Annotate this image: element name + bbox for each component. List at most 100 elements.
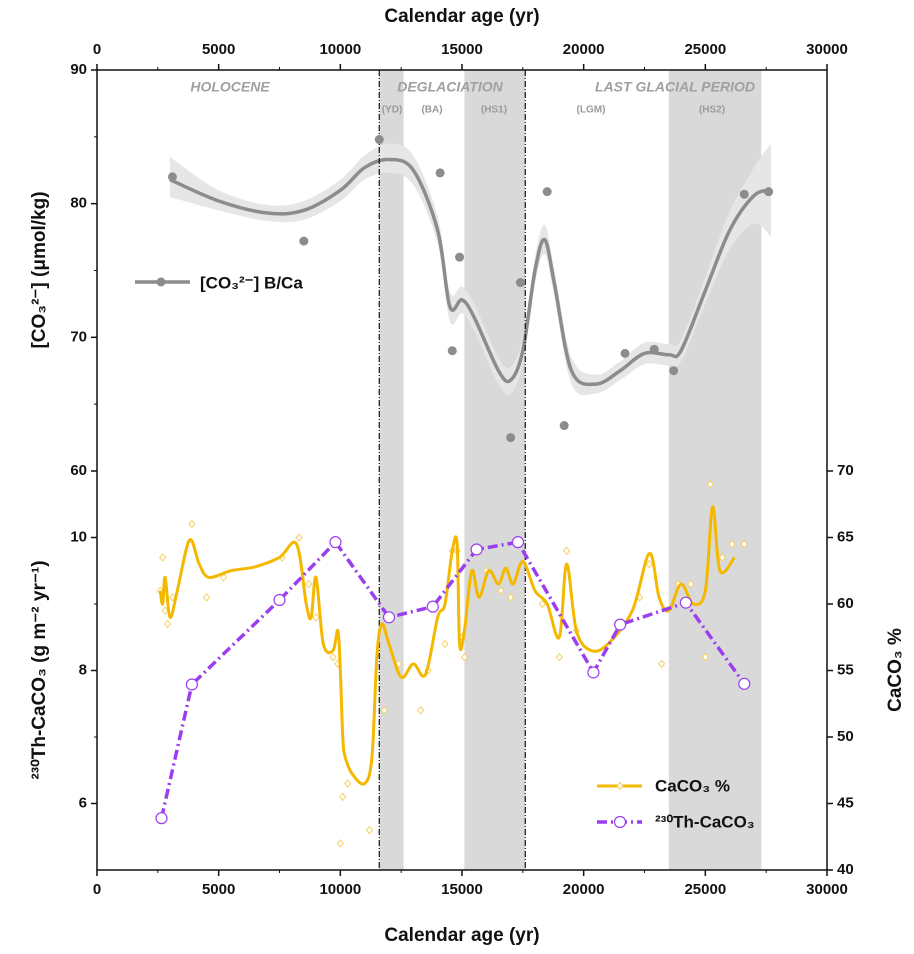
- legend-label: [CO₃²⁻] B/Ca: [200, 273, 303, 292]
- legend-marker: [613, 815, 627, 829]
- th-point: [470, 543, 483, 556]
- caco3-point: [163, 619, 172, 629]
- caco3-point: [339, 792, 347, 802]
- th-point: [185, 678, 198, 691]
- co3-point: [542, 187, 552, 197]
- annotation: (LGM): [577, 105, 606, 116]
- lower-y-label: ²³⁰Th-CaCO₃ (g m⁻² yr⁻¹): [29, 560, 50, 779]
- period-band: [379, 70, 404, 870]
- y-tick-label: 90: [70, 61, 87, 78]
- th-line: [159, 539, 746, 819]
- caco3-point: [645, 559, 654, 569]
- y-tick-label: 50: [837, 728, 854, 745]
- caco3-point: [295, 533, 303, 542]
- caco3-point: [555, 652, 563, 662]
- th-point: [329, 536, 342, 549]
- x-tick-label: 0: [93, 41, 101, 58]
- period-band: [464, 70, 526, 870]
- y-tick-label: 65: [837, 528, 854, 545]
- co3-point: [515, 278, 525, 288]
- legend-label: ²³⁰Th-CaCO₃: [655, 812, 755, 831]
- y-tick-label: 8: [79, 661, 87, 678]
- co3-point: [435, 168, 445, 178]
- y-tick-label: 70: [70, 328, 87, 345]
- th-point: [426, 600, 439, 613]
- x-tick-label: 30000: [806, 41, 848, 58]
- caco3-point: [380, 706, 388, 715]
- th-point: [273, 593, 286, 607]
- co3-point: [447, 346, 457, 356]
- caco3-point: [507, 593, 515, 602]
- co3-point: [455, 252, 465, 262]
- caco3-point: [365, 825, 374, 835]
- y-tick-label: 10: [70, 528, 87, 545]
- th-point: [382, 611, 396, 624]
- annotation: LAST GLACIAL PERIOD: [595, 79, 755, 95]
- caco3-point: [706, 480, 714, 489]
- x-tick-label: 25000: [684, 41, 726, 58]
- caco3-point: [441, 639, 449, 649]
- caco3-point: [202, 593, 211, 602]
- y-tick-label: 40: [837, 861, 854, 878]
- y-tick-label: 60: [837, 595, 854, 612]
- co3-point: [506, 433, 516, 443]
- annotation: (BA): [421, 105, 442, 116]
- co3-point: [739, 189, 749, 199]
- legend-marker: [156, 277, 166, 287]
- caco3-point: [728, 539, 736, 549]
- co3-point: [620, 348, 630, 358]
- annotation: DEGLACIATION: [397, 79, 503, 95]
- x-tick-label: 5000: [202, 41, 235, 58]
- caco3-point: [497, 586, 505, 595]
- caco3-point: [305, 579, 313, 589]
- caco3-point: [687, 579, 695, 589]
- th-point: [587, 666, 600, 679]
- co3-point: [559, 421, 569, 431]
- caco3-line: [158, 505, 736, 786]
- caco3-point: [188, 519, 196, 529]
- legend-label: CaCO₃ %: [655, 776, 730, 795]
- x-tick-label: 0: [93, 881, 101, 898]
- caco3-point: [460, 652, 469, 662]
- caco3-point: [562, 546, 571, 556]
- caco3-point: [657, 659, 666, 669]
- y-tick-label: 80: [70, 195, 87, 212]
- caco3-point: [740, 539, 748, 549]
- y-tick-label: 55: [837, 661, 854, 678]
- th-point: [679, 596, 692, 609]
- caco3-point: [701, 652, 709, 662]
- x-tick-label: 20000: [563, 41, 605, 58]
- caco3-point: [329, 652, 337, 662]
- x-tick-label: 10000: [319, 881, 361, 898]
- x-tick-label: 10000: [319, 41, 361, 58]
- x-tick-label: 15000: [441, 881, 483, 898]
- th-point: [155, 812, 168, 825]
- caco3-point: [312, 613, 320, 622]
- legend-marker: [616, 781, 624, 791]
- co3-point: [669, 366, 679, 376]
- caco3-point: [718, 553, 727, 562]
- caco3-point: [538, 599, 546, 609]
- x-tick-label: 30000: [806, 881, 848, 898]
- co3-point: [167, 172, 177, 182]
- annotation: HOLOCENE: [190, 79, 270, 95]
- x-tick-label: 25000: [684, 881, 726, 898]
- upper-y-label: [CO₃²⁻] (μmol/kg): [29, 191, 50, 348]
- y-tick-label: 6: [79, 794, 87, 811]
- fit-line: [169, 157, 772, 387]
- y-tick-label: 70: [837, 462, 854, 479]
- annotation: (YD): [382, 105, 403, 116]
- caco3-point: [159, 553, 167, 562]
- caco3-point: [336, 839, 344, 848]
- th-point: [511, 536, 525, 549]
- co3-point: [649, 344, 659, 354]
- top-x-label: Calendar age (yr): [384, 6, 539, 27]
- y-tick-label: 45: [837, 794, 854, 811]
- confidence-band: [170, 143, 772, 396]
- caco3-point: [219, 573, 228, 582]
- x-tick-label: 15000: [441, 41, 483, 58]
- th-point: [738, 677, 751, 690]
- caco3-point: [416, 706, 425, 715]
- caco3-point: [395, 659, 403, 669]
